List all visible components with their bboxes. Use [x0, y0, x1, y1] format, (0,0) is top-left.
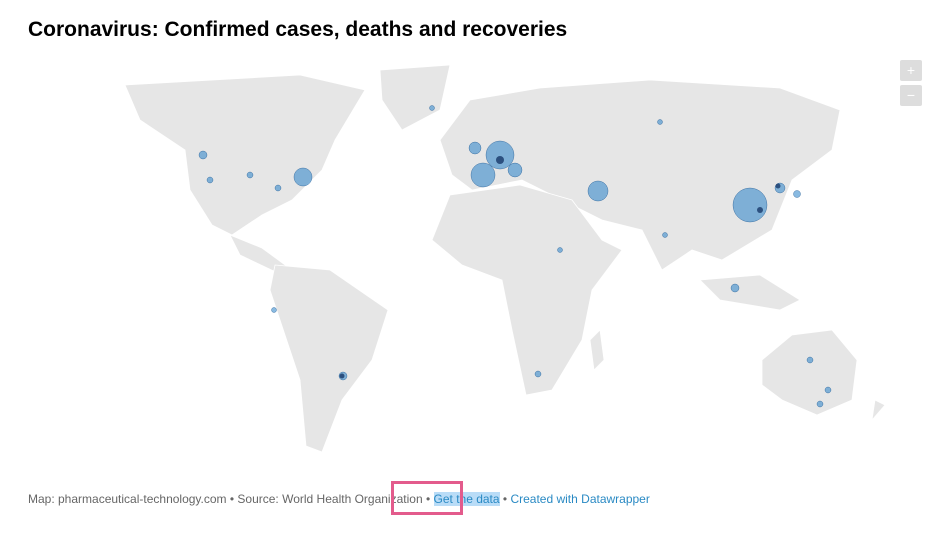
- separator: •: [502, 492, 508, 506]
- get-data-link[interactable]: Get the data: [433, 492, 500, 506]
- source-note: Map: pharmaceutical-technology.com • Sou…: [28, 492, 423, 506]
- title: Coronavirus: Confirmed cases, deaths and…: [28, 18, 568, 41]
- zoom-out-button[interactable]: −: [900, 85, 922, 106]
- case-bubbles: [198, 105, 832, 408]
- separator: •: [425, 492, 431, 506]
- land: [124, 64, 886, 453]
- highlight-box: [391, 481, 463, 515]
- datawrapper-link[interactable]: Created with Datawrapper: [510, 492, 650, 506]
- zoom-in-button[interactable]: +: [900, 60, 922, 81]
- footer: Map: pharmaceutical-technology.com • Sou…: [28, 492, 650, 506]
- world-map: [124, 64, 886, 453]
